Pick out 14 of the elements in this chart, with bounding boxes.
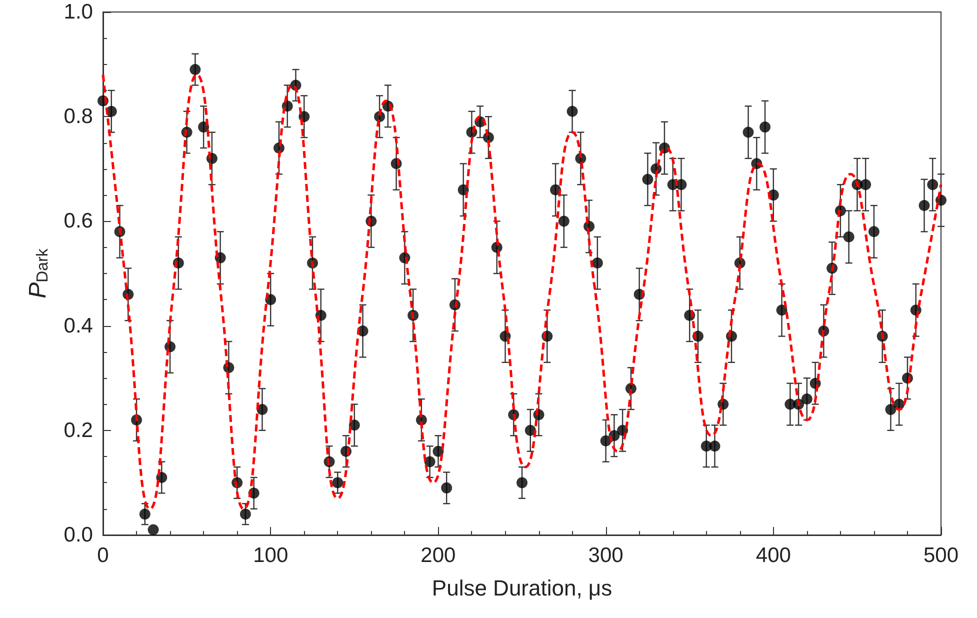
x-axis-title: Pulse Duration, μs (432, 576, 612, 600)
x-tick-label: 400 (756, 544, 791, 567)
y-tick-label: 0.6 (64, 210, 93, 233)
y-axis-title: PDark (24, 248, 52, 298)
y-tick-label: 0.0 (64, 524, 93, 546)
y-tick-label: 0.4 (64, 314, 94, 338)
x-tick-label: 300 (588, 544, 624, 567)
y-tick-label: 1.0 (64, 0, 93, 24)
x-tick-label: 100 (253, 544, 288, 567)
x-tick-label: 0 (97, 544, 109, 567)
x-tick-label: 200 (420, 544, 456, 567)
x-tick-label: 500 (923, 544, 959, 567)
y-tick-label: 0.2 (64, 418, 93, 442)
y-tick-label: 0.8 (64, 105, 93, 128)
